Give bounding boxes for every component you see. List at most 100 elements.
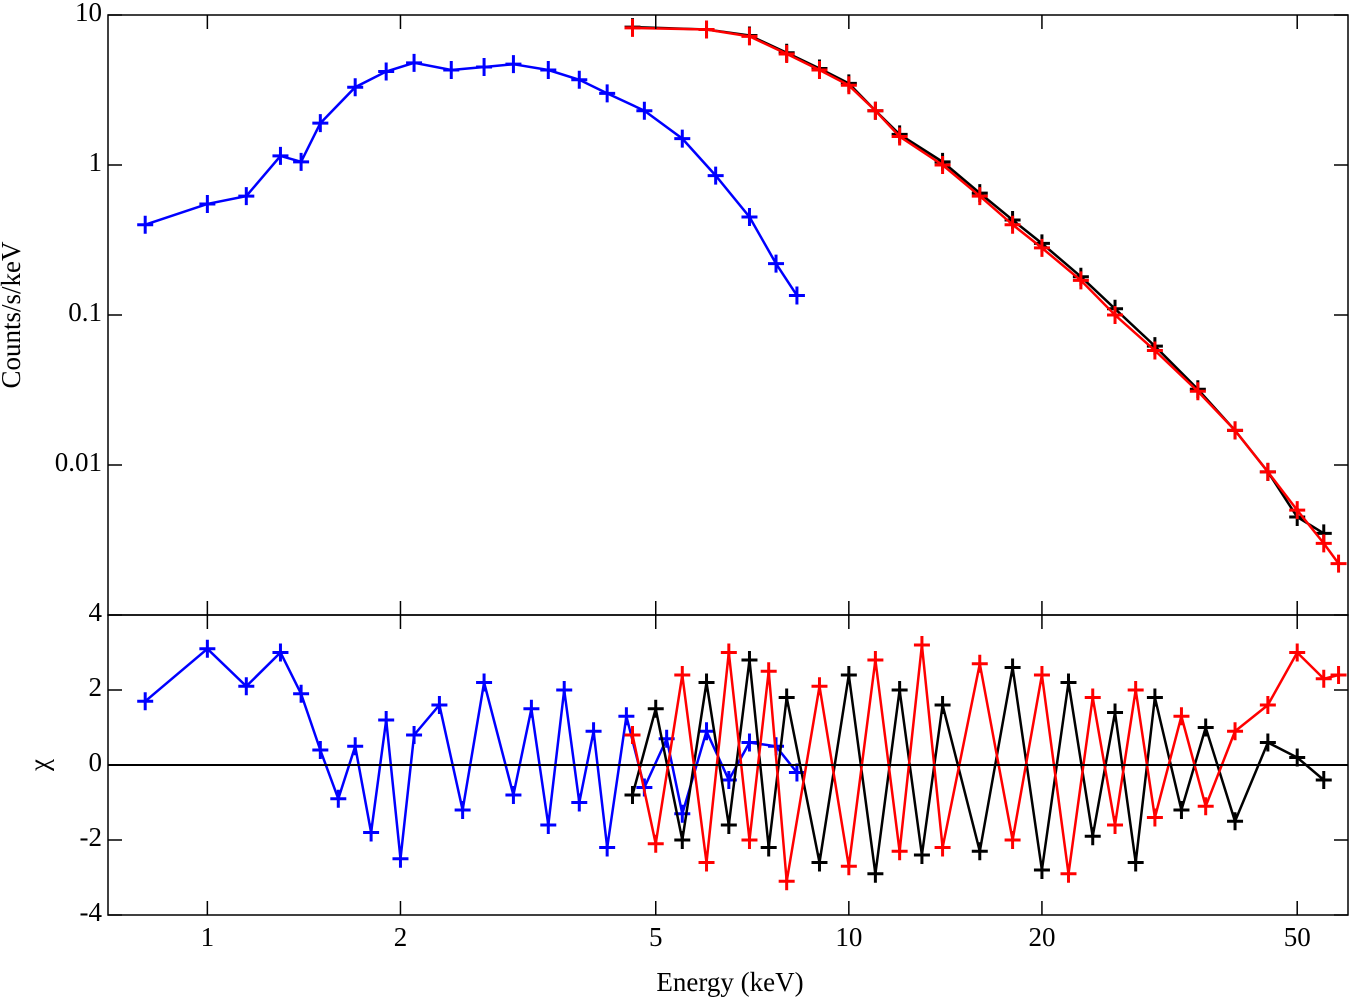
data-point (406, 726, 423, 744)
data-point (1189, 382, 1206, 401)
data-point (778, 688, 795, 707)
y-tick-label: 1 (89, 147, 103, 177)
data-point (540, 816, 557, 834)
data-point (1084, 827, 1101, 846)
data-point (720, 816, 737, 834)
data-point (505, 55, 522, 74)
data-point (1173, 801, 1190, 819)
y-tick-label: 0.01 (55, 447, 102, 477)
data-point (540, 60, 557, 79)
data-point (505, 786, 522, 804)
data-point (1289, 643, 1306, 662)
data-point (347, 737, 364, 756)
data-point (392, 849, 409, 868)
data-point (741, 733, 758, 752)
data-point (599, 84, 616, 103)
data-point (1004, 215, 1021, 234)
data-point (1127, 853, 1144, 872)
data-point (913, 846, 930, 864)
data-point (1315, 534, 1332, 553)
data-point (636, 101, 653, 120)
data-point (1146, 341, 1163, 360)
data-point (768, 254, 785, 273)
data-point (840, 76, 857, 95)
data-point (238, 677, 255, 696)
data-point (1107, 306, 1124, 324)
data-point (1259, 696, 1276, 714)
data-point (674, 666, 691, 684)
x-axis-label: Energy (keV) (656, 967, 803, 997)
series-line (632, 26, 1340, 565)
data-point (840, 666, 857, 684)
data-point (1227, 421, 1244, 440)
data-point (618, 707, 635, 726)
data-point (1060, 673, 1077, 692)
data-point (741, 27, 758, 46)
data-point (741, 208, 758, 227)
data-point (698, 20, 715, 39)
data-point (406, 53, 423, 72)
data-point (476, 58, 493, 77)
data-point (867, 651, 884, 669)
data-point (1072, 271, 1089, 290)
x-tick-label: 5 (649, 922, 663, 952)
y-tick-label: 0.1 (68, 297, 102, 327)
data-point (347, 78, 364, 97)
data-point (571, 793, 588, 812)
data-point (378, 62, 395, 81)
data-point (1107, 816, 1124, 834)
data-point (971, 187, 988, 206)
series-line (632, 25, 1325, 535)
y-tick-label: 0 (89, 747, 103, 777)
data-point (1146, 808, 1163, 827)
data-point (624, 726, 641, 744)
data-point (891, 681, 908, 699)
data-point (1289, 501, 1306, 520)
data-point (1330, 554, 1347, 573)
data-point (1033, 861, 1050, 879)
data-point (1227, 812, 1244, 831)
y-axis-label: χ (24, 759, 54, 772)
data-point (556, 681, 573, 699)
data-point (476, 673, 493, 692)
data-point (891, 127, 908, 146)
data-point (454, 801, 471, 819)
data-point (1060, 864, 1077, 883)
series-line (144, 61, 798, 297)
data-point (199, 194, 216, 213)
y-tick-label: 10 (75, 0, 102, 27)
data-point (647, 699, 664, 718)
data-point (698, 722, 715, 741)
data-point (1227, 722, 1244, 741)
x-tick-label: 2 (394, 922, 408, 952)
data-point (811, 677, 828, 696)
data-point (971, 842, 988, 861)
data-point (1033, 666, 1050, 684)
data-point (867, 101, 884, 120)
data-point (1315, 669, 1332, 688)
data-point (934, 838, 951, 857)
data-point (431, 696, 448, 714)
data-point (293, 152, 310, 171)
data-point (523, 699, 540, 718)
data-point (811, 60, 828, 79)
data-point (1107, 703, 1124, 722)
data-point (698, 853, 715, 872)
data-point (1197, 718, 1214, 737)
data-point (363, 823, 380, 842)
y-tick-label: 4 (89, 597, 103, 627)
data-point (624, 18, 641, 37)
data-point (698, 673, 715, 692)
data-point (891, 842, 908, 861)
data-point (674, 129, 691, 148)
data-point (867, 864, 884, 883)
data-point (707, 166, 724, 185)
data-point (1004, 831, 1021, 849)
data-point (624, 786, 641, 804)
y-axis-label: Counts/s/keV (0, 241, 26, 389)
data-point (443, 60, 460, 79)
plot-frame (107, 14, 1349, 616)
data-point (330, 789, 347, 808)
data-point (647, 834, 664, 853)
